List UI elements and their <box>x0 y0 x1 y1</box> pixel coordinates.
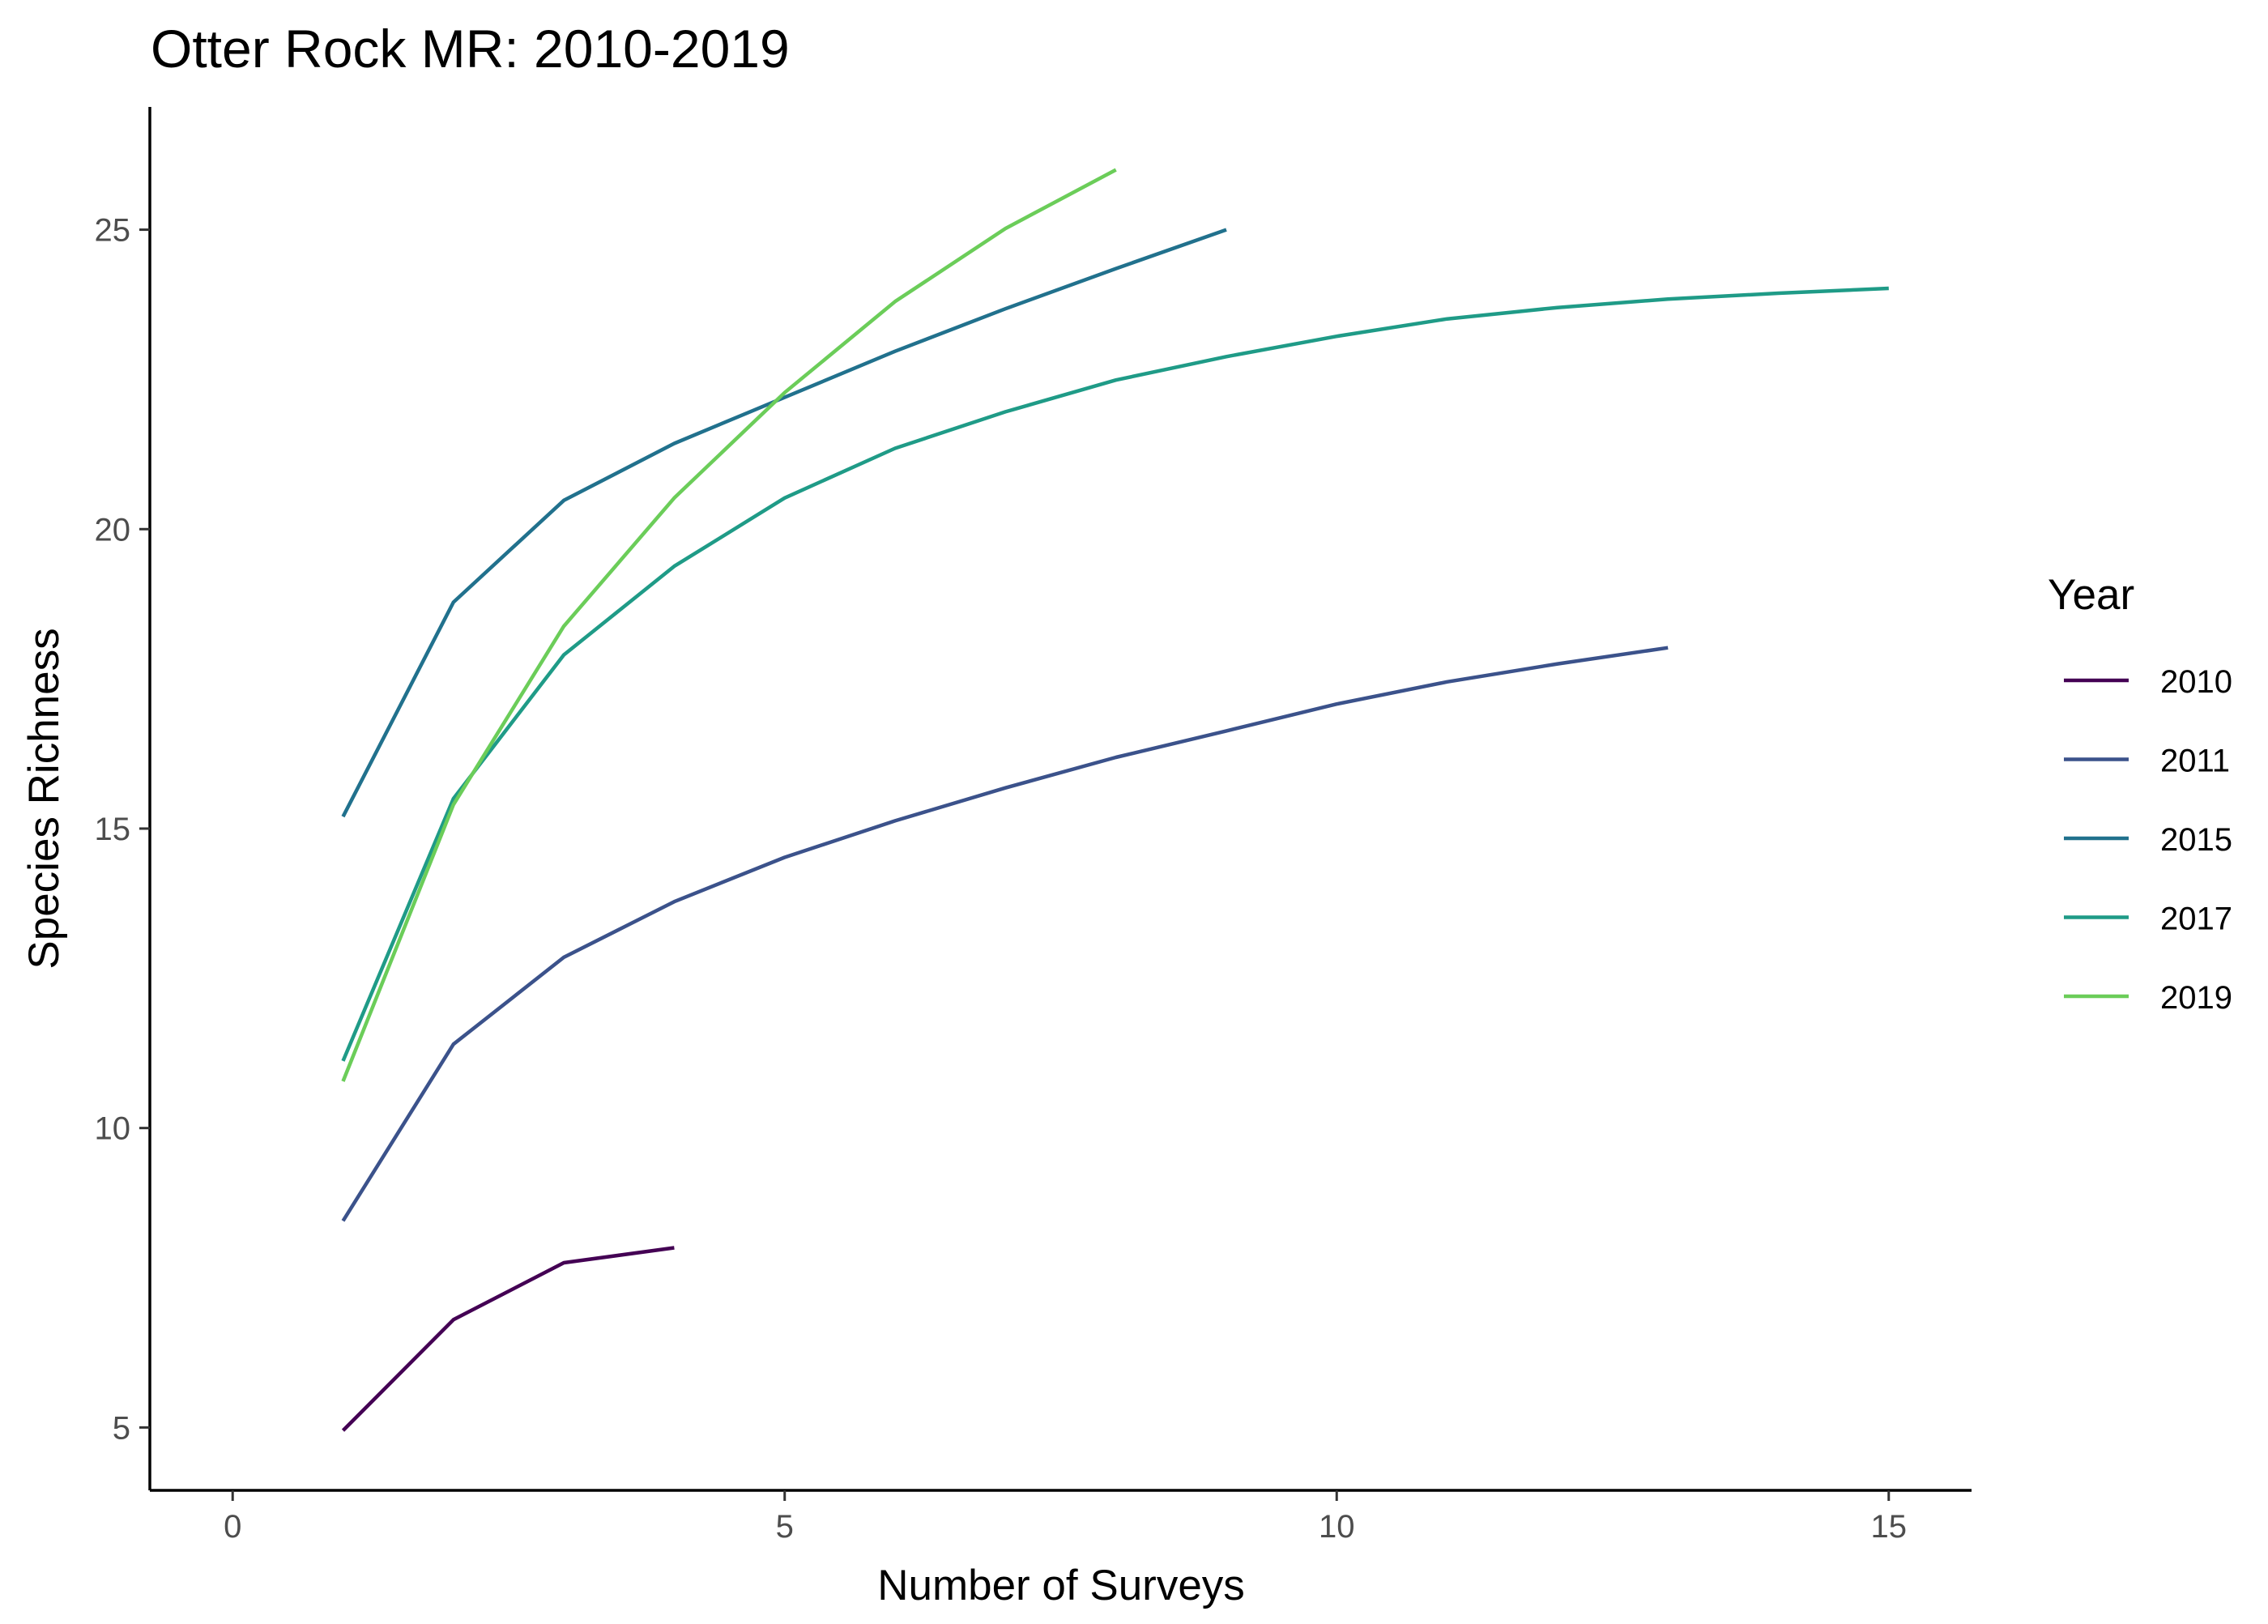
y-tick-label: 15 <box>95 812 131 847</box>
legend-label-2010: 2010 <box>2160 664 2232 700</box>
legend: Year 2010 2011 2015 2017 2019 <box>2048 571 2232 1016</box>
chart-title: Otter Rock MR: 2010-2019 <box>151 19 790 79</box>
x-tick-label: 10 <box>1319 1509 1355 1545</box>
y-tick-label: 20 <box>95 512 131 548</box>
y-axis-title: Species Richness <box>20 628 68 969</box>
y-tick-label: 25 <box>95 213 131 249</box>
legend-title: Year <box>2048 571 2134 619</box>
y-tick-label: 5 <box>113 1410 130 1446</box>
series-line-2017 <box>341 286 1889 1062</box>
x-tick-label: 15 <box>1871 1509 1908 1545</box>
y-tick-label: 10 <box>95 1111 131 1147</box>
legend-items: 2010 2011 2015 2017 2019 <box>2064 664 2232 1016</box>
y-axis-ticks: 5 10 15 20 25 <box>95 213 150 1446</box>
x-axis-title: Number of Surveys <box>877 1562 1245 1609</box>
series-line-2011 <box>341 646 1669 1222</box>
series-line-2010 <box>341 1246 675 1432</box>
plot-area <box>341 168 1889 1432</box>
x-tick-label: 0 <box>224 1509 241 1545</box>
legend-label-2017: 2017 <box>2160 902 2232 937</box>
x-tick-label: 5 <box>776 1509 794 1545</box>
legend-label-2015: 2015 <box>2160 822 2232 858</box>
series-line-2019 <box>341 168 1117 1082</box>
series-line-2015 <box>341 228 1227 818</box>
legend-label-2011: 2011 <box>2160 744 2230 779</box>
legend-label-2019: 2019 <box>2160 980 2232 1016</box>
x-axis-ticks: 0 5 10 15 <box>224 1490 1907 1545</box>
